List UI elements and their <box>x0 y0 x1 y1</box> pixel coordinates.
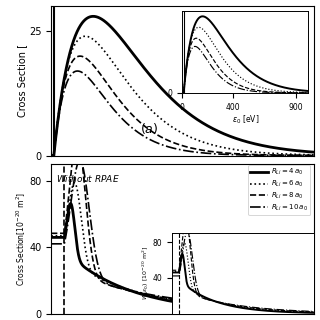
Legend: $R_{Li} = 4\,a_0$, $R_{Li} = 6\,a_0$, $R_{Li} = 8\,a_0$, $R_{Li} = 10\,a_0$: $R_{Li} = 4\,a_0$, $R_{Li} = 6\,a_0$, $R… <box>248 165 310 215</box>
Text: $\mathit{(a)}$: $\mathit{(a)}$ <box>140 121 159 136</box>
Y-axis label: Cross Section [: Cross Section [ <box>18 44 28 117</box>
Y-axis label: Cross Section[$10^{-20}$ m$^2$]: Cross Section[$10^{-20}$ m$^2$] <box>15 192 28 286</box>
Text: $\mathbf{\mathit{Without\ RPAE}}$: $\mathbf{\mathit{Without\ RPAE}}$ <box>56 173 120 184</box>
